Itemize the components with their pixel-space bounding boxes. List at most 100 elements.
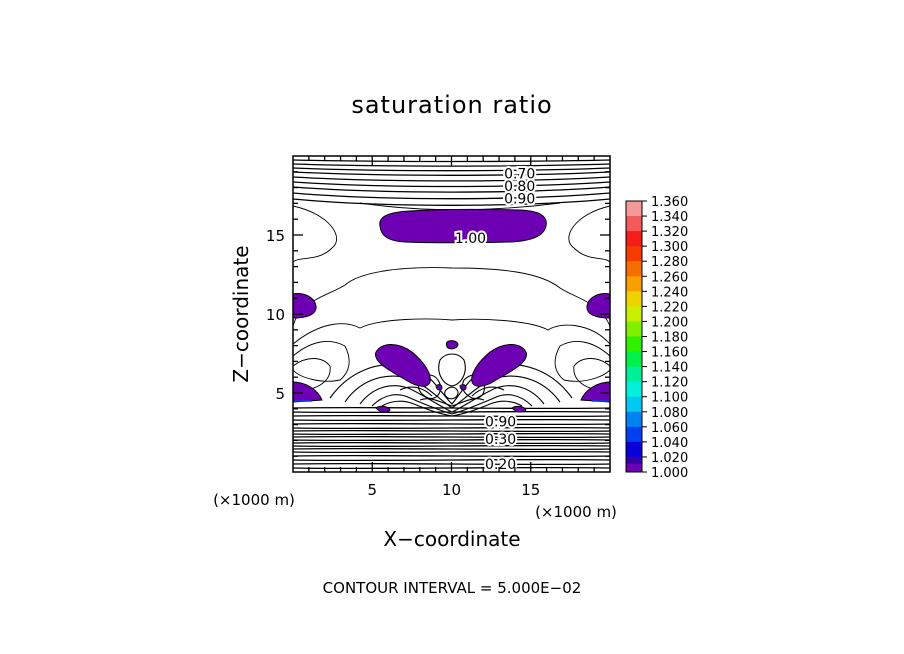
x-tick-label: 5 [367, 481, 377, 499]
colorbar-swatch [626, 321, 642, 337]
central-cell-contours [329, 353, 573, 417]
contour-line [293, 438, 610, 442]
left-small-spot [375, 405, 391, 413]
colorbar-swatch [626, 246, 642, 262]
x-unit-label: (×1000 m) [535, 503, 617, 521]
colorbar-label: 1.280 [651, 255, 688, 270]
contour-label: 0.70 [504, 166, 535, 182]
colorbar-label: 1.200 [651, 315, 688, 330]
colorbar-swatch [626, 426, 642, 443]
x-axis-label: X−coordinate [383, 527, 520, 551]
right-lobe [471, 344, 527, 387]
y-axis-label: Z−coordinate [229, 245, 253, 382]
contour-line [293, 186, 610, 193]
contour-label: 0.90 [504, 192, 535, 208]
x-tick-label: 15 [521, 481, 540, 499]
contour-line [293, 163, 610, 167]
colorbar-swatch [626, 201, 642, 217]
core-spot-a [435, 384, 443, 391]
colorbar-label: 1.100 [651, 391, 688, 406]
supersaturated-regions [293, 208, 610, 413]
colorbar-swatch [626, 396, 642, 413]
contour-label: 0.20 [485, 457, 516, 473]
contour-line [293, 176, 610, 182]
contour-line [293, 447, 610, 451]
contour-line [293, 444, 610, 448]
upper-contour-lines [293, 159, 610, 206]
x-tick-label: 10 [442, 481, 461, 499]
colorbar-swatch [626, 381, 642, 398]
contour-line [293, 422, 610, 426]
colorbar-swatch [626, 336, 642, 353]
colorbar-swatch [626, 441, 642, 458]
contour-line [293, 432, 610, 436]
contour-line [293, 435, 610, 439]
core-spot-b [459, 384, 467, 391]
contour-line [293, 450, 610, 454]
y-tick-label: 5 [275, 385, 285, 403]
colorbar-label: 1.060 [651, 421, 688, 436]
colorbar-label: 1.020 [651, 451, 688, 466]
contour-line [293, 426, 610, 430]
contour-line [293, 192, 610, 200]
contour-line [293, 454, 610, 458]
colorbar-label: 1.160 [651, 346, 688, 361]
colorbar-label: 1.220 [651, 300, 688, 315]
colorbar-swatch [626, 463, 642, 472]
contour-line [293, 410, 610, 414]
chart-title: saturation ratio [351, 91, 552, 119]
y-tick-label: 10 [266, 306, 285, 324]
colorbar-label: 1.240 [651, 285, 688, 300]
left-mid-cell [293, 293, 317, 319]
colorbar-label: 1.040 [651, 436, 688, 451]
contour-label: 0.30 [485, 432, 516, 448]
right-low-cell [580, 381, 610, 403]
colorbar-swatch [626, 411, 642, 428]
colorbar-label: 1.080 [651, 406, 688, 421]
contour-line [293, 458, 610, 462]
colorbar-label: 1.320 [651, 225, 688, 240]
colorbar-swatch [626, 351, 642, 368]
colorbar-swatch [626, 261, 642, 277]
colorbar-label: 1.180 [651, 331, 688, 346]
contour-line [293, 406, 610, 410]
contour-interval-note: CONTOUR INTERVAL = 5.000E−02 [323, 579, 582, 597]
small-core-cell [445, 340, 459, 350]
colorbar-swatch [626, 366, 642, 383]
axis-ticks [293, 156, 610, 472]
colorbar-swatch [626, 231, 642, 247]
contour-line [293, 414, 610, 418]
contour-line [293, 441, 610, 445]
colorbar-label: 1.340 [651, 210, 688, 225]
colorbar-label: 1.000 [651, 466, 688, 481]
contour-line [293, 171, 610, 176]
contour-line [293, 198, 610, 206]
tick-labels: 5 10 15 5 10 15 [266, 227, 540, 499]
contour-field: 0.700.800.901.000.900.300.20 [293, 159, 610, 473]
contour-line [293, 418, 610, 422]
colorbar-swatch [626, 216, 642, 232]
colorbar-label: 1.260 [651, 270, 688, 285]
left-low-cell [293, 381, 323, 403]
left-lobe [375, 344, 431, 387]
colorbar-swatch [626, 276, 642, 292]
contour-line [293, 429, 610, 433]
colorbar-swatch [626, 291, 642, 307]
colorbar-label: 1.120 [651, 376, 688, 391]
colorbar-label: 1.140 [651, 361, 688, 376]
upper-supersaturation-band [379, 208, 547, 244]
contour-line [293, 167, 610, 172]
colorbar: 1.3601.3401.3201.3001.2801.2601.2401.220… [625, 195, 688, 481]
right-mid-cell [586, 293, 610, 319]
right-small-spot [511, 405, 527, 413]
colorbar-label: 1.300 [651, 240, 688, 255]
y-tick-label: 15 [266, 227, 285, 245]
contour-label: 0.80 [504, 179, 535, 195]
contour-label: 0.90 [485, 414, 516, 430]
z-unit-label: (×1000 m) [213, 491, 295, 509]
contour-label: 1.00 [455, 231, 486, 247]
colorbar-swatch [626, 306, 642, 322]
contour-line [293, 181, 610, 188]
contour-labels: 0.700.800.901.000.900.300.20 [453, 164, 537, 473]
